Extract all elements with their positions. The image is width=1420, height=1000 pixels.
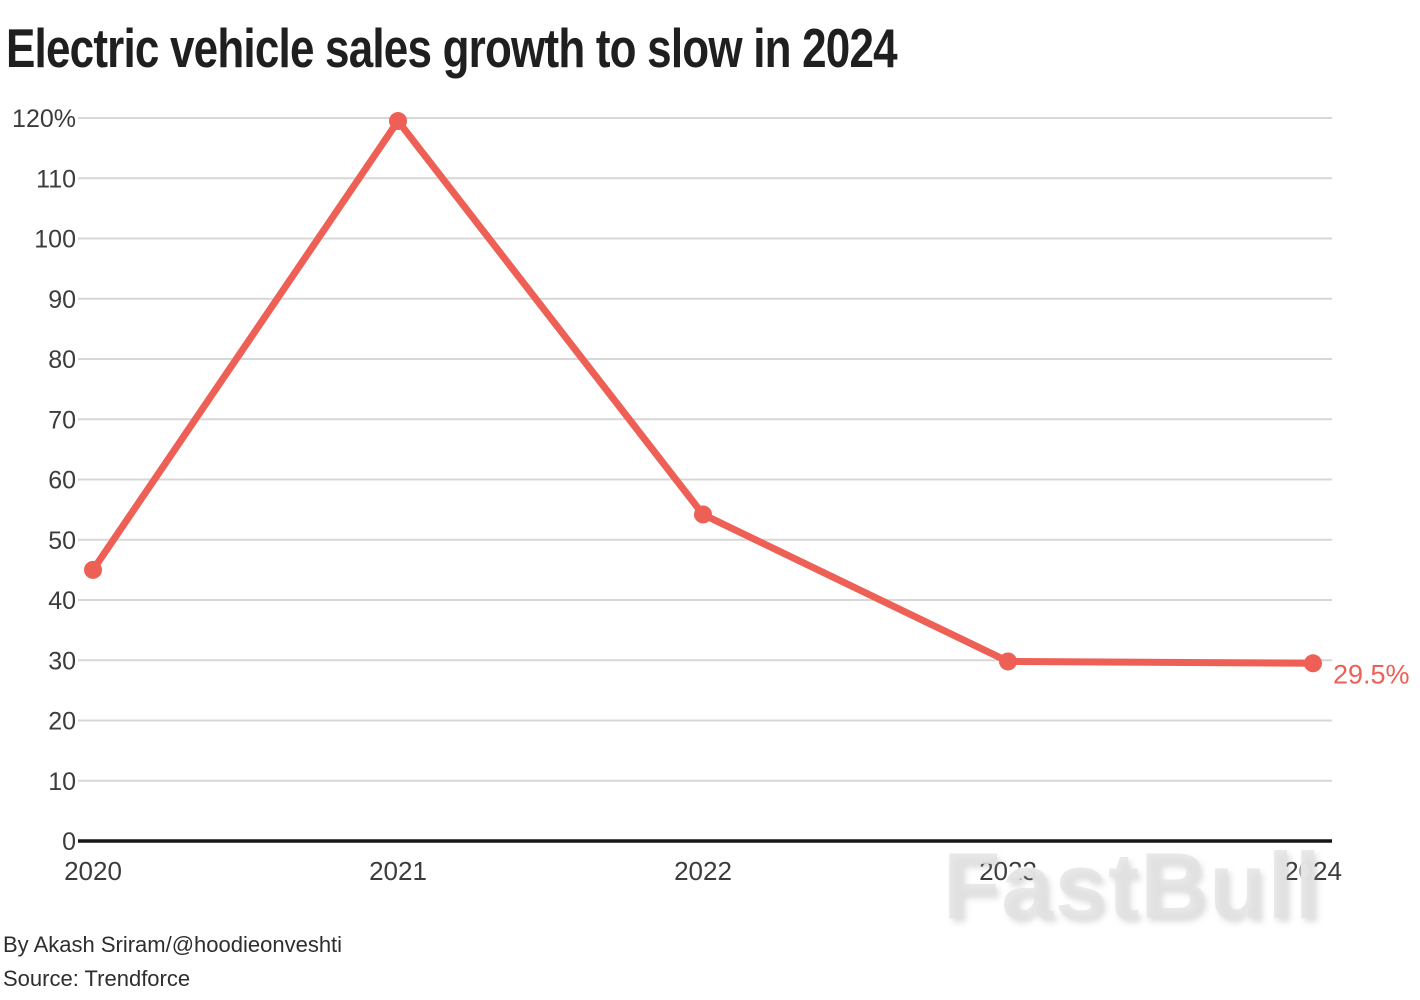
y-tick-label-60: 60 [48,467,76,495]
x-tick-label-2021: 2021 [369,856,427,886]
y-tick-label-50: 50 [48,527,76,555]
y-tick-label-110: 110 [36,165,76,193]
y-tick-label-80: 80 [48,346,76,374]
data-point-2021 [389,112,407,131]
y-tick-label-0: 0 [62,828,76,856]
data-point-2020 [84,560,102,579]
y-tick-label-30: 30 [48,647,76,675]
y-tick-label-70: 70 [48,406,76,434]
x-tick-label-2023: 2023 [979,856,1037,886]
y-tick-label-90: 90 [48,286,76,314]
x-tick-label-2022: 2022 [674,856,732,886]
data-point-2024 [1304,654,1322,673]
y-tick-label-120: 120% [12,105,76,133]
data-point-2022 [694,505,712,524]
y-tick-label-100: 100 [34,226,76,254]
byline: By Akash Sriram/@hoodieonveshti [3,932,343,957]
ev-growth-series-line [89,117,1317,667]
x-tick-label-2024: 2024 [1284,856,1342,886]
data-point-2023 [999,652,1017,671]
x-tick-label-2020: 2020 [64,856,122,886]
end-value-label: 29.5% [1333,659,1410,689]
y-tick-label-20: 20 [48,708,76,736]
chart-title: Electric vehicle sales growth to slow in… [6,17,898,79]
y-tick-label-10: 10 [48,768,76,796]
source-credit: Source: Trendforce [3,966,191,991]
y-tick-label-40: 40 [48,587,76,615]
